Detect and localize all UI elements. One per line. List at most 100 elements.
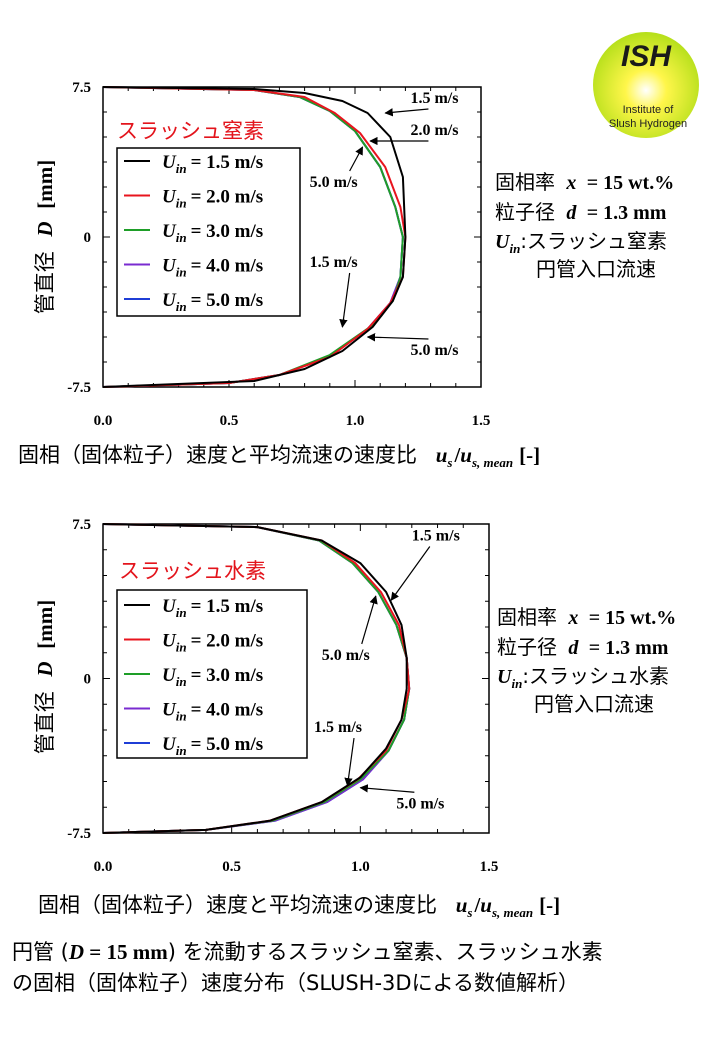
- xlabel-sub-s: s: [446, 455, 452, 470]
- xlabel-symbol-u: u: [456, 893, 468, 917]
- svg-text:管直径 D [mm]: 管直径 D [mm]: [33, 160, 57, 315]
- x-tick-label: 1.0: [351, 859, 370, 875]
- legend-items: Uin = 1.5 m/s Uin = 2.0 m/s Uin = 3.0 m/s Uin =…: [124, 152, 263, 314]
- series-line-1: [102, 523, 408, 834]
- logo-subtitle-1: Institute of: [623, 104, 675, 116]
- legend-label-1: Uin = 1.5 m/s: [162, 152, 263, 176]
- note-u-sub: in: [509, 241, 520, 256]
- note-particle-size-value: = 1.3 mm: [589, 637, 669, 659]
- legend-label-5: Uin = 5.0 m/s: [162, 734, 263, 758]
- x-tick-label: 0.5: [220, 413, 239, 429]
- note-solid-fraction-label: 固相率: [495, 170, 555, 194]
- y-tick-label: -7.5: [67, 380, 91, 396]
- note-d-symbol: d: [568, 637, 579, 659]
- legend-label-3: Uin = 3.0 m/s: [162, 221, 263, 245]
- x-tick-label: 0.0: [94, 859, 113, 875]
- ish-logo: ISH Institute of Slush Hydrogen: [593, 32, 699, 138]
- chart-slush-hydrogen: 0.0 0.5 1.0 1.5 7.5 0 -7.5 1.5 m/s 5.0 m/s 1.5 m/…: [33, 517, 676, 920]
- ylabel-text: 管直径: [33, 251, 57, 314]
- legend-title: スラッシュ窒素: [117, 119, 264, 143]
- svg-text:粒子径 d = 1.3 mm: 粒子径 d = 1.3 mm: [497, 635, 669, 659]
- annotation-arrow: [359, 784, 415, 793]
- svg-text:粒子径 d = 1.3 mm: 粒子径 d = 1.3 mm: [495, 200, 667, 224]
- note-d-symbol: d: [566, 202, 577, 224]
- y-tick-label: 0: [84, 672, 92, 688]
- annotation-label: 1.5 m/s: [410, 90, 458, 107]
- caption-part-1: 円管 (: [12, 940, 69, 964]
- note-u-symbol: U: [497, 666, 513, 688]
- legend-box: [116, 147, 301, 317]
- ylabel-symbol: D: [33, 221, 57, 237]
- plot-area: 0.0 0.5 1.0 1.5 7.5 0 -7.5 1.5 m/s 2.0 m/s 5.0 m/…: [67, 80, 490, 429]
- note-u-description: :スラッシュ窒素: [520, 229, 667, 253]
- caption-symbol: D: [68, 940, 85, 964]
- logo-title: ISH: [621, 40, 672, 73]
- xlabel-symbol-u2: u: [460, 443, 472, 467]
- annotation-label: 2.0 m/s: [410, 122, 458, 139]
- note-u-description: :スラッシュ水素: [522, 664, 669, 688]
- note-inlet-velocity: 円管入口流速: [536, 257, 656, 281]
- x-tick-label: 1.5: [472, 413, 491, 429]
- side-note: 固相率 x = 15 wt.% 粒子径 d = 1.3 mm Uin:スラッシュ…: [497, 605, 676, 716]
- legend-items: Uin = 1.5 m/s Uin = 2.0 m/s Uin = 3.0 m/s Uin =…: [124, 596, 263, 758]
- annotation-arrow: [390, 546, 431, 601]
- y-axis-label: 管直径 D [mm]: [33, 160, 57, 315]
- xlabel-sub-s: s: [466, 905, 472, 920]
- legend-title: スラッシュ水素: [119, 559, 266, 583]
- note-particle-size-label: 粒子径: [495, 200, 555, 224]
- annotation-label: 1.5 m/s: [412, 527, 460, 544]
- annotation-arrow: [361, 595, 378, 645]
- plot-area: 0.0 0.5 1.0 1.5 7.5 0 -7.5 1.5 m/s 5.0 m/s 1.5 m/…: [67, 517, 498, 875]
- logo-subtitle-2: Slush Hydrogen: [609, 118, 687, 130]
- svg-text:固相率 x = 15 wt.: 固相率 x = 15 wt.%: [495, 170, 674, 194]
- svg-text:Uin:スラッシュ水素: Uin:スラッシュ水素: [497, 664, 669, 691]
- legend-label-5: Uin = 5.0 m/s: [162, 290, 263, 314]
- annotation-arrow: [344, 737, 355, 787]
- ylabel-unit: [mm]: [33, 600, 57, 649]
- svg-text:管直径 D [mm]: 管直径 D [mm]: [33, 600, 57, 755]
- annotation-label: 1.5 m/s: [310, 254, 358, 271]
- logo-disc: [593, 32, 699, 138]
- xlabel-unit: [-]: [539, 893, 560, 917]
- note-particle-size-label: 粒子径: [497, 635, 557, 659]
- note-u-symbol: U: [495, 231, 511, 253]
- note-inlet-velocity: 円管入口流速: [534, 692, 654, 716]
- series-line-1: [102, 86, 407, 388]
- legend-label-2: Uin = 2.0 m/s: [162, 187, 263, 211]
- annotation-arrow: [366, 333, 429, 342]
- annotation-arrow: [384, 108, 429, 117]
- y-axis-label: 管直径 D [mm]: [33, 600, 57, 755]
- xlabel-symbol-u: u: [436, 443, 448, 467]
- side-note: 固相率 x = 15 wt.% 粒子径 d = 1.3 mm Uin:スラッシュ…: [495, 170, 674, 281]
- ylabel-unit: [mm]: [33, 160, 57, 209]
- x-tick-label: 0.5: [222, 859, 241, 875]
- y-tick-label: 7.5: [72, 517, 91, 533]
- xlabel-text: 固相（固体粒子）速度と平均流速の速度比: [18, 443, 417, 467]
- annotation-label: 5.0 m/s: [410, 342, 458, 359]
- annotation-label: 5.0 m/s: [396, 795, 444, 812]
- svg-text:固相率 x = 15 wt.: 固相率 x = 15 wt.%: [497, 605, 676, 629]
- y-tick-label: -7.5: [67, 826, 91, 842]
- note-x-symbol: x: [565, 172, 576, 194]
- caption-line-1: 円管 (D = 15 mm) を流動するスラッシュ窒素、スラッシュ水素: [12, 937, 712, 968]
- note-u-sub: in: [511, 676, 522, 691]
- chart-slush-nitrogen: 0.0 0.5 1.0 1.5 7.5 0 -7.5 1.5 m/s 2.0 m/s 5.0 m/…: [18, 80, 674, 470]
- x-axis-label: 固相（固体粒子）速度と平均流速の速度比 us/us, mean [-]: [18, 443, 540, 470]
- note-particle-size-value: = 1.3 mm: [587, 202, 667, 224]
- note-solid-fraction-value: = 15 wt.%: [587, 172, 675, 194]
- y-tick-label: 7.5: [72, 80, 91, 96]
- note-solid-fraction-value: = 15 wt.%: [589, 607, 677, 629]
- legend-label-4: Uin = 4.0 m/s: [162, 700, 263, 724]
- xlabel-text: 固相（固体粒子）速度と平均流速の速度比: [38, 893, 437, 917]
- y-tick-label: 0: [84, 230, 92, 246]
- svg-text:Uin:スラッシュ窒素: Uin:スラッシュ窒素: [495, 229, 667, 256]
- xlabel-unit: [-]: [519, 443, 540, 467]
- legend-label-3: Uin = 3.0 m/s: [162, 665, 263, 689]
- annotation-label: 1.5 m/s: [314, 719, 362, 736]
- note-x-symbol: x: [567, 607, 578, 629]
- ylabel-symbol: D: [33, 661, 57, 677]
- caption-part-2: = 15 mm: [84, 940, 168, 964]
- annotation-arrow: [349, 146, 364, 172]
- annotation-label: 5.0 m/s: [322, 647, 370, 664]
